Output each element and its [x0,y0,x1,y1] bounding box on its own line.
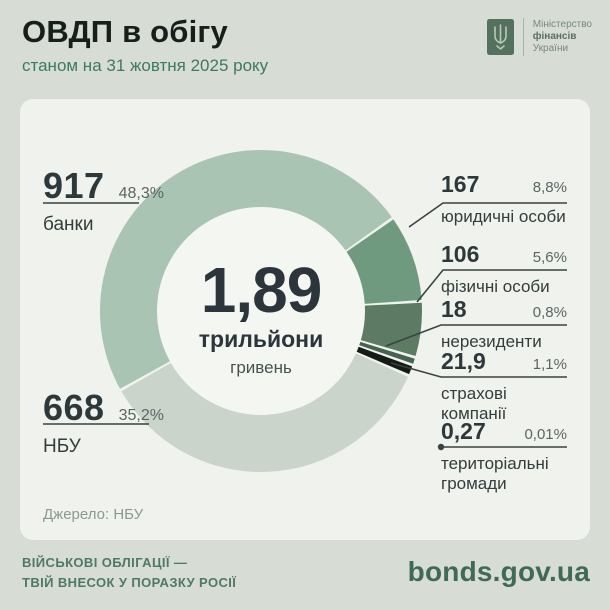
ministry-name-line2: фінансів [532,31,577,42]
insurance-value: 21,9 [441,348,486,374]
nonresidents-label: нерезиденти [441,332,542,351]
nonresidents-value: 18 [441,296,467,322]
ministry-logo: Міністерство фінансів України [486,18,592,56]
insurance-percent: 1,1% [532,356,567,373]
source-note: Джерело: НБУ [43,506,144,523]
individuals-percent: 5,6% [532,249,567,266]
legal-percent: 8,8% [532,179,567,196]
nbu-label: НБУ [43,436,81,457]
site-link[interactable]: bonds.gov.ua [407,556,590,587]
ministry-name-line3: України [532,43,569,54]
footer-slogan-line1: ВІЙСЬКОВІ ОБЛІГАЦІЇ — [22,555,188,570]
ministry-name-line1: Міністерство [532,19,592,30]
total-value: 1,89 [200,254,323,326]
communities-value: 0,27 [441,418,486,444]
banks-value: 917 [43,165,105,206]
legal-label: юридичні особи [441,207,566,226]
callout-insurance: 21,9 1,1% страхові компанії [441,348,567,424]
banks-label: банки [43,214,94,235]
callout-nbu: 668 35,2% НБУ [43,387,193,458]
callout-individuals: 106 5,6% фізичні особи [441,241,567,297]
ministry-emblem-icon [486,19,514,55]
total-currency: гривень [230,358,292,377]
footer-slogan: ВІЙСЬКОВІ ОБЛІГАЦІЇ — ТВІЙ ВНЕСОК У ПОРА… [22,553,236,593]
legal-value: 167 [441,171,480,197]
callout-nonresidents: 18 0,8% нерезиденти [441,296,567,352]
ministry-name: Міністерство фінансів України [533,19,592,55]
nonresidents-percent: 0,8% [532,304,567,321]
total-unit: трильйони [198,326,324,352]
page-title: ОВДП в обігу [22,14,228,49]
individuals-label: фізичні особи [441,277,550,296]
callout-communities: 0,27 0,01% територіальні громади [441,418,567,494]
communities-percent: 0,01% [524,426,567,443]
page-subtitle: станом на 31 жовтня 2025 року [22,56,269,75]
callout-legal: 167 8,8% юридичні особи [441,171,567,227]
footer-slogan-line2: ТВІЙ ВНЕСОК У ПОРАЗКУ РОСІЇ [22,575,237,590]
nbu-value: 668 [43,387,105,428]
individuals-value: 106 [441,241,480,267]
donut-center-total: 1,89 трильйони гривень [161,256,361,378]
insurance-label: страхові компанії [441,384,507,423]
banks-percent: 48,3% [118,185,164,202]
callout-banks: 917 48,3% банки [43,165,193,236]
nbu-percent: 35,2% [118,407,164,424]
logo-divider [522,18,524,56]
communities-label: територіальні громади [441,454,549,493]
